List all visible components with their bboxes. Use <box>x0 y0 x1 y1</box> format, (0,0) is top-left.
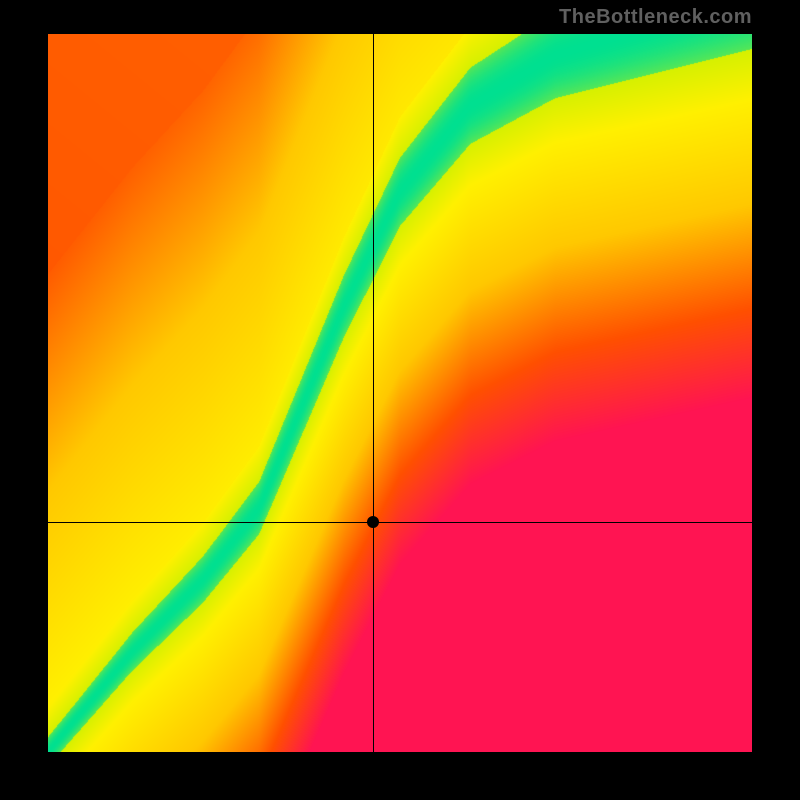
marker-dot <box>367 516 379 528</box>
plot-area <box>48 34 752 752</box>
crosshair-horizontal <box>48 522 752 523</box>
crosshair-vertical <box>373 34 374 752</box>
heatmap-canvas <box>48 34 752 752</box>
watermark-text: TheBottleneck.com <box>559 6 752 29</box>
chart-container: TheBottleneck.com <box>0 0 800 800</box>
